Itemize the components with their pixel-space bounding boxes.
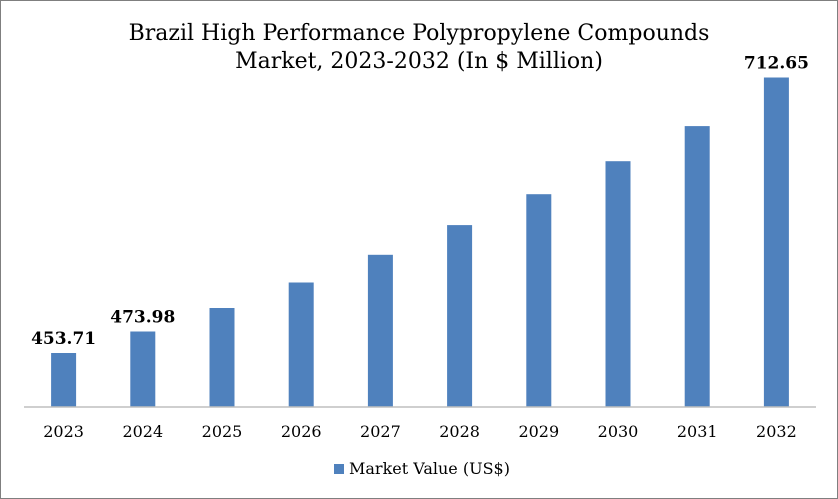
x-tick-label-2029: 2029 xyxy=(518,422,559,441)
chart-title: Brazil High Performance Polypropylene Co… xyxy=(129,21,710,74)
x-axis-tick-labels: 2023 2024 2025 2026 2027 2028 2029 2030 2031 2032 xyxy=(43,422,797,441)
x-tick-label-2031: 2031 xyxy=(677,422,718,441)
bar-2028 xyxy=(447,225,473,407)
legend-swatch xyxy=(334,464,344,474)
legend-label: Market Value (US$) xyxy=(349,459,510,478)
legend: Market Value (US$) xyxy=(334,459,510,478)
x-tick-label-2030: 2030 xyxy=(598,422,639,441)
bar-2027 xyxy=(367,254,393,407)
x-tick-label-2025: 2025 xyxy=(202,422,243,441)
data-label-2024: 473.98 xyxy=(110,308,175,328)
bar-2029 xyxy=(526,194,552,407)
bar-2024 xyxy=(130,331,156,407)
bar-2032 xyxy=(763,77,789,407)
x-tick-label-2027: 2027 xyxy=(360,422,401,441)
bars xyxy=(51,77,789,407)
bar-2030 xyxy=(605,161,631,407)
bar-2025 xyxy=(209,308,235,407)
chart-title-line-2: Market, 2023-2032 (In $ Million) xyxy=(235,49,603,74)
x-tick-label-2024: 2024 xyxy=(122,422,163,441)
bar-2023 xyxy=(51,353,77,407)
x-tick-label-2032: 2032 xyxy=(756,422,797,441)
bar-2026 xyxy=(288,282,314,407)
x-tick-label-2023: 2023 xyxy=(43,422,84,441)
data-label-2023: 453.71 xyxy=(31,329,96,349)
data-label-2032: 712.65 xyxy=(744,54,809,74)
x-tick-label-2028: 2028 xyxy=(439,422,480,441)
data-labels: 453.71 473.98 712.65 xyxy=(31,54,809,350)
chart-title-line-1: Brazil High Performance Polypropylene Co… xyxy=(129,21,710,46)
bar-2031 xyxy=(684,126,710,407)
x-tick-label-2026: 2026 xyxy=(281,422,322,441)
